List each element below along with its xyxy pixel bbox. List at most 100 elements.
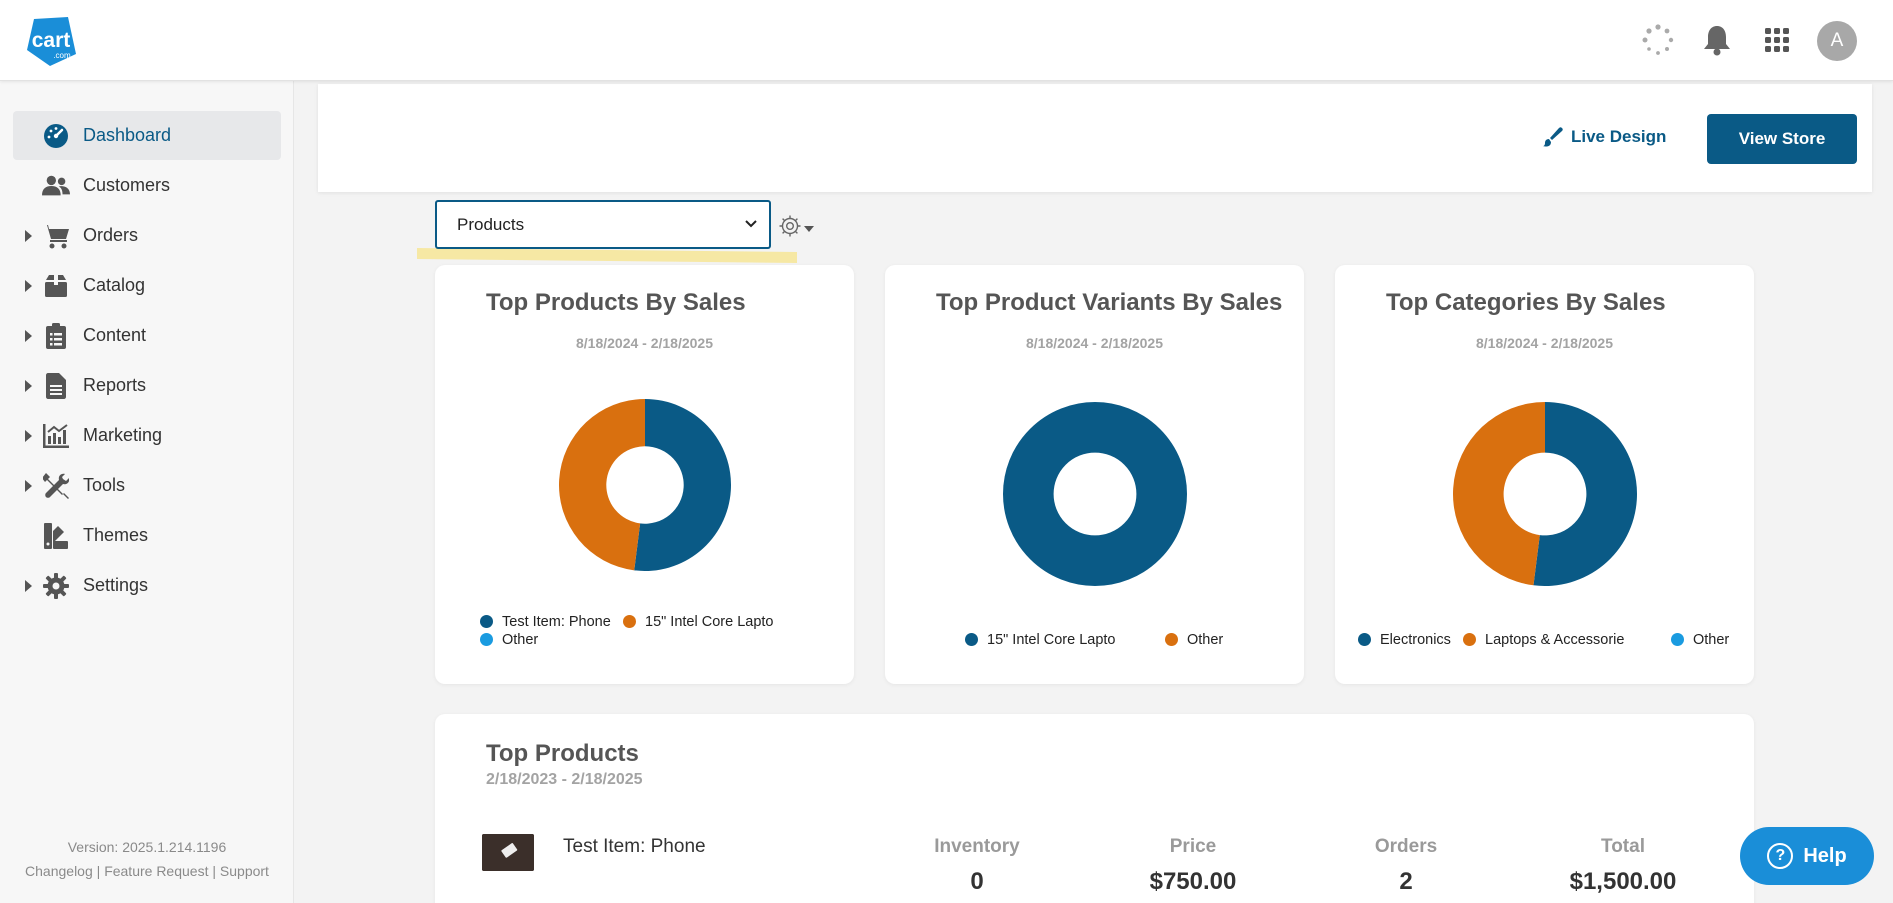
action-panel [318,84,1872,192]
gear-outline-icon [779,215,801,237]
sidebar-item-marketing[interactable]: Marketing [13,411,281,460]
donut-slice[interactable] [1003,402,1187,586]
sidebar-item-label: Tools [83,475,126,495]
expand-caret-icon [25,579,32,592]
sidebar-item-label: Themes [83,525,149,545]
dashboard-icon [42,122,70,150]
sidebar-item-label: Orders [83,225,139,245]
chart-legend-item[interactable]: Other [1671,632,1729,648]
top-header: cart .com A [0,0,1893,81]
themes-icon [42,522,70,550]
table-date-range: 2/18/2023 - 2/18/2025 [486,771,643,788]
chart-legend-item[interactable]: Laptops & Accessorie [1463,632,1624,648]
users-icon [42,172,70,200]
legend-label: 15" Intel Core Lapto [987,632,1116,648]
live-design-link[interactable]: Live Design [1543,124,1666,150]
report-type-select[interactable]: Products [435,200,771,249]
chart-legend-item[interactable]: Other [480,632,538,648]
report-type-dropdown[interactable]: Products [437,202,769,247]
apps-grid-icon[interactable] [1757,20,1797,60]
legend-swatch [480,615,493,628]
live-design-label: Live Design [1571,127,1667,146]
svg-text:cart: cart [32,29,71,52]
legend-swatch [480,633,493,646]
version-label: Version: 2025.1.214.1196 [67,839,227,855]
column-header-price: Price [1169,836,1217,857]
caret-down-icon [804,226,814,232]
brush-icon [1543,127,1563,147]
clipboard-icon [42,322,70,350]
chart-legend-item[interactable]: 15" Intel Core Lapto [965,632,1115,648]
legend-swatch [623,615,636,628]
expand-caret-icon [25,229,32,242]
sidebar-item-reports[interactable]: Reports [13,361,281,410]
card-title: Top Categories By Sales [1386,289,1666,316]
price-value: $750.00 [1149,868,1237,895]
svg-text:.com: .com [53,51,71,60]
card-title: Top Products By Sales [486,289,746,316]
sidebar-item-label: Dashboard [83,125,172,145]
changelog-link[interactable]: Changelog [25,863,93,879]
feature-request-link[interactable]: Feature Request [104,863,209,879]
chart-legend-item[interactable]: Electronics [1358,632,1451,648]
help-label: Help [1803,844,1847,867]
sidebar-item-themes[interactable]: Themes [13,511,281,560]
sidebar-item-catalog[interactable]: Catalog [13,261,281,310]
support-link[interactable]: Support [219,863,269,879]
sidebar-item-customers[interactable]: Customers [13,161,281,210]
chart-legend-item[interactable]: Other [1165,632,1223,648]
expand-caret-icon [25,379,32,392]
sidebar-item-label: Customers [83,175,171,195]
sidebar-item-orders[interactable]: Orders [13,211,281,260]
sidebar-item-settings[interactable]: Settings [13,561,281,610]
sidebar: Dashboard Customers Orders Catalog Conte… [0,81,294,903]
donut-slice[interactable] [559,399,645,571]
help-button[interactable]: ? Help [1740,827,1874,885]
product-thumbnail[interactable] [482,834,534,871]
top-categories-chart-card: Top Categories By Sales 8/18/2024 - 2/18… [1335,265,1754,684]
top-variants-chart-card: Top Product Variants By Sales 8/18/2024 … [885,265,1304,684]
total-value: $1,500.00 [1569,868,1677,895]
donut-slice[interactable] [634,399,731,571]
question-circle-icon: ? [1767,843,1794,869]
legend-label: Electronics [1380,632,1451,648]
sidebar-item-label: Content [83,325,147,345]
expand-caret-icon [25,279,32,292]
top-products-chart-card: Top Products By Sales 8/18/2024 - 2/18/2… [435,265,854,684]
legend-swatch [1671,633,1684,646]
chart-icon [42,422,70,450]
card-title: Top Product Variants By Sales [936,289,1283,316]
sidebar-item-label: Catalog [83,275,146,295]
legend-label: Other [1693,632,1730,648]
column-header-inventory: Inventory [934,836,1020,857]
legend-swatch [1165,633,1178,646]
cart-logo[interactable]: cart .com [24,14,78,68]
dashboard-settings-dropdown[interactable] [778,213,816,239]
legend-label: 15" Intel Core Lapto [645,614,774,630]
chart-legend-item[interactable]: 15" Intel Core Lapto [623,614,773,630]
sidebar-item-dashboard[interactable]: Dashboard [13,111,281,160]
legend-swatch [1358,633,1371,646]
document-icon [42,372,70,400]
view-store-button[interactable]: View Store [1707,114,1857,164]
loading-spinner-icon [1638,20,1678,60]
table-title: Top Products [486,740,639,767]
card-date-range: 8/18/2024 - 2/18/2025 [1475,335,1613,351]
donut-slice[interactable] [1453,402,1545,586]
top-variants-donut-chart [1003,402,1187,586]
product-name[interactable]: Test Item: Phone [563,836,706,857]
bell-icon[interactable] [1697,20,1737,60]
legend-swatch [965,633,978,646]
legend-label: Other [502,632,539,648]
user-avatar[interactable]: A [1817,21,1857,61]
expand-caret-icon [25,479,32,492]
sidebar-item-tools[interactable]: Tools [13,461,281,510]
card-date-range: 8/18/2024 - 2/18/2025 [575,335,713,351]
tools-icon [42,472,70,500]
expand-caret-icon [25,429,32,442]
chart-legend-item[interactable]: Test Item: Phone [480,614,611,630]
legend-label: Other [1187,632,1224,648]
top-products-donut-chart [559,399,731,571]
donut-slice[interactable] [1533,402,1637,586]
sidebar-item-content[interactable]: Content [13,311,281,360]
